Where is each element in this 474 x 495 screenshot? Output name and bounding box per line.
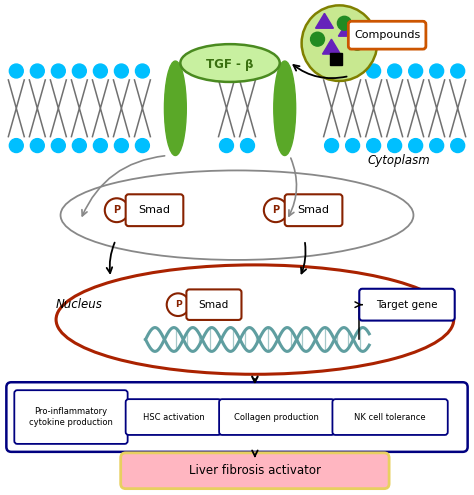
Text: P: P <box>272 205 279 215</box>
Circle shape <box>114 64 128 78</box>
Circle shape <box>105 198 128 222</box>
Circle shape <box>337 16 351 30</box>
FancyBboxPatch shape <box>219 399 335 435</box>
FancyBboxPatch shape <box>186 290 241 320</box>
Circle shape <box>219 139 234 152</box>
Circle shape <box>240 64 255 78</box>
Circle shape <box>451 139 465 152</box>
Circle shape <box>388 64 401 78</box>
Circle shape <box>346 64 360 78</box>
Text: TGF - β: TGF - β <box>206 57 254 70</box>
Text: P: P <box>175 300 182 309</box>
Circle shape <box>9 64 23 78</box>
Circle shape <box>240 139 255 152</box>
Circle shape <box>310 32 325 46</box>
Text: Pro-inflammatory
cytokine production: Pro-inflammatory cytokine production <box>29 407 113 427</box>
Circle shape <box>30 64 44 78</box>
Text: P: P <box>113 205 120 215</box>
Circle shape <box>350 36 364 50</box>
Text: Smad: Smad <box>199 299 229 310</box>
Text: Liver fibrosis activator: Liver fibrosis activator <box>189 464 321 477</box>
Circle shape <box>430 139 444 152</box>
Text: Smad: Smad <box>298 205 329 215</box>
Circle shape <box>219 64 234 78</box>
Circle shape <box>346 139 360 152</box>
FancyBboxPatch shape <box>285 195 342 226</box>
Polygon shape <box>322 39 340 54</box>
Text: NK cell tolerance: NK cell tolerance <box>354 412 426 422</box>
FancyBboxPatch shape <box>126 399 221 435</box>
Text: Compounds: Compounds <box>354 30 420 40</box>
Polygon shape <box>316 13 333 28</box>
Circle shape <box>409 139 423 152</box>
Circle shape <box>9 139 23 152</box>
Ellipse shape <box>274 61 296 155</box>
FancyBboxPatch shape <box>332 399 448 435</box>
FancyBboxPatch shape <box>121 453 389 489</box>
Text: Smad: Smad <box>138 205 171 215</box>
Circle shape <box>430 64 444 78</box>
Polygon shape <box>338 21 356 36</box>
Circle shape <box>73 139 86 152</box>
Text: Cytoplasm: Cytoplasm <box>368 154 430 167</box>
Circle shape <box>51 64 65 78</box>
Circle shape <box>136 139 149 152</box>
Bar <box>330 53 342 65</box>
FancyBboxPatch shape <box>14 390 128 444</box>
Circle shape <box>325 64 338 78</box>
Text: HSC activation: HSC activation <box>143 412 204 422</box>
Circle shape <box>264 198 288 222</box>
Circle shape <box>51 139 65 152</box>
Text: Target gene: Target gene <box>376 299 438 310</box>
Circle shape <box>114 139 128 152</box>
FancyBboxPatch shape <box>359 289 455 321</box>
Circle shape <box>167 294 190 316</box>
Circle shape <box>93 64 107 78</box>
Ellipse shape <box>164 61 186 155</box>
Text: Collagen production: Collagen production <box>234 412 319 422</box>
Circle shape <box>451 64 465 78</box>
Circle shape <box>367 64 381 78</box>
Circle shape <box>325 139 338 152</box>
FancyBboxPatch shape <box>6 382 468 452</box>
Circle shape <box>30 139 44 152</box>
Circle shape <box>301 5 377 81</box>
Circle shape <box>136 64 149 78</box>
Ellipse shape <box>180 44 280 82</box>
Circle shape <box>367 139 381 152</box>
Circle shape <box>409 64 423 78</box>
Circle shape <box>388 139 401 152</box>
Text: Nucleus: Nucleus <box>55 298 102 311</box>
Circle shape <box>93 139 107 152</box>
FancyBboxPatch shape <box>348 21 426 49</box>
FancyBboxPatch shape <box>126 195 183 226</box>
Circle shape <box>73 64 86 78</box>
